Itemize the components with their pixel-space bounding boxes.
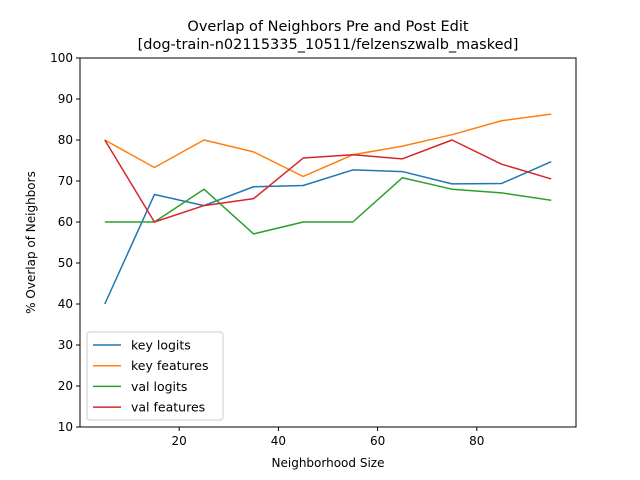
y-tick-label: 20 [58, 379, 73, 393]
series-lines [104, 113, 552, 305]
plot-frame [79, 57, 577, 428]
legend-label-2: val logits [131, 379, 187, 394]
x-tick-label: 60 [370, 434, 385, 448]
y-tick-label: 30 [58, 338, 73, 352]
legend-label-3: val features [131, 400, 205, 415]
legend-box [86, 331, 224, 421]
series-line-3 [104, 139, 552, 223]
y-tick-label: 50 [58, 256, 73, 270]
x-axis-label: Neighborhood Size [272, 456, 385, 470]
legend-label-0: key logits [131, 338, 191, 353]
y-tick-label: 90 [58, 92, 73, 106]
x-tick-label: 40 [271, 434, 286, 448]
x-tick-label: 80 [469, 434, 484, 448]
y-tick-label: 80 [58, 133, 73, 147]
y-tick-label: 40 [58, 297, 73, 311]
legend: key logits key features val logits val feat… [86, 331, 224, 421]
x-tick-label: 20 [172, 434, 187, 448]
y-tick-label: 60 [58, 215, 73, 229]
y-tick-label: 100 [50, 51, 73, 65]
chart-title-line1: Overlap of Neighbors Pre and Post Edit [187, 19, 468, 35]
series-line-1 [104, 113, 552, 178]
axis-ticks: 20 40 60 80 10 20 30 40 50 60 70 80 90 100 [50, 51, 484, 448]
series-line-0 [104, 161, 552, 305]
chart-title-line2: [dog-train-n02115335_10511/felzenszwalb_… [138, 37, 519, 53]
y-tick-label: 10 [58, 420, 73, 434]
y-tick-label: 70 [58, 174, 73, 188]
series-line-2 [104, 176, 552, 235]
y-axis-label: % Overlap of Neighbors [24, 171, 38, 314]
legend-label-1: key features [131, 358, 209, 373]
